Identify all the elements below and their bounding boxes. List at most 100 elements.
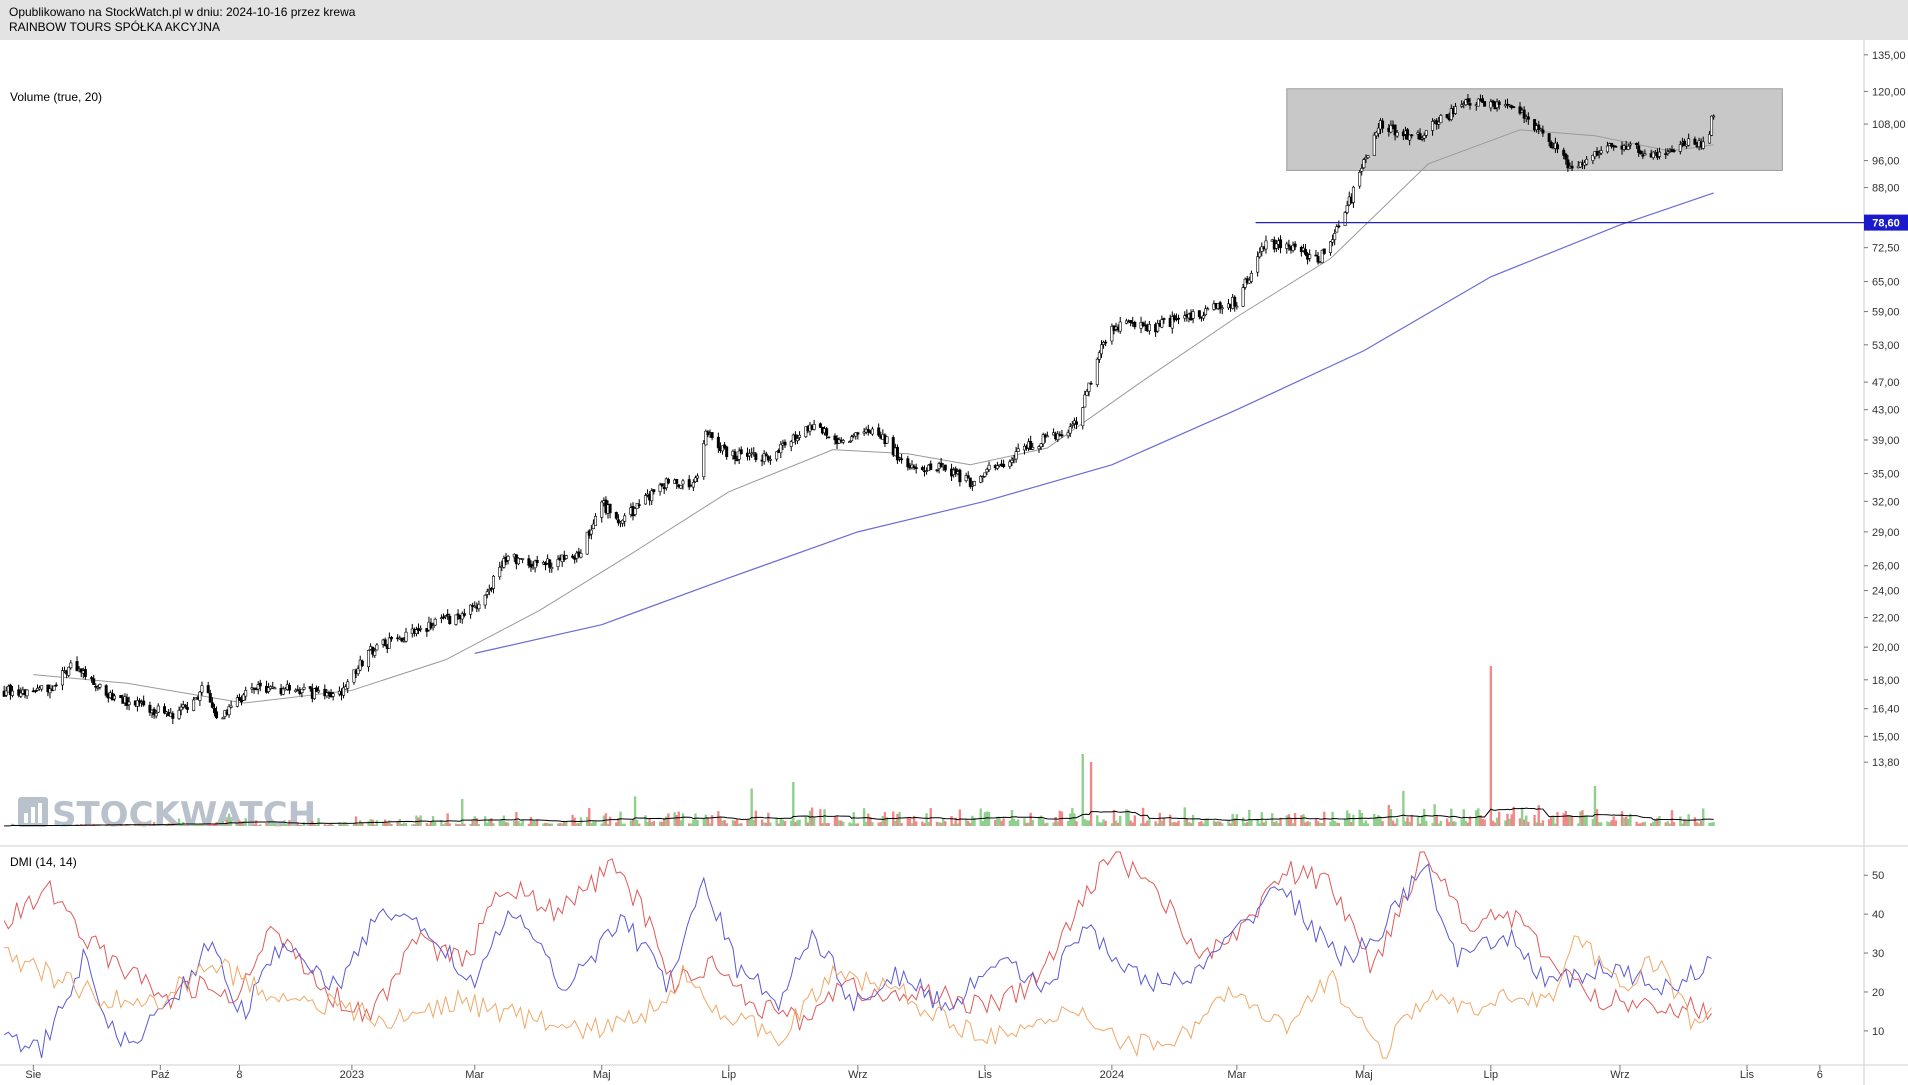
volume-bar [1293, 812, 1297, 826]
candle-body [1002, 463, 1006, 467]
volume-bar [461, 798, 464, 826]
candle-body [46, 684, 50, 693]
candle-body [1133, 322, 1137, 328]
volume-bar [1039, 815, 1043, 826]
volume-bar [939, 822, 943, 826]
volume-bar [565, 821, 568, 826]
volume-bar [1591, 819, 1595, 826]
volume-bar [1504, 820, 1507, 826]
candle-body [1039, 443, 1043, 448]
volume-bar [1533, 814, 1536, 826]
volume-bar [1597, 822, 1601, 826]
volume-bar [798, 819, 801, 826]
volume-bar [400, 824, 404, 826]
volume-bar [469, 824, 472, 826]
volume-bar [98, 825, 102, 826]
candle-body [1358, 172, 1362, 187]
volume-bar [1010, 810, 1014, 826]
candle-body [1466, 98, 1470, 103]
volume-bar [690, 823, 693, 826]
candle-body [1087, 382, 1091, 392]
volume-bar [1200, 821, 1203, 826]
volume-bar [1375, 817, 1378, 826]
volume-bar [725, 823, 728, 826]
candle-body [1008, 461, 1012, 467]
volume-bar [952, 823, 955, 826]
volume-bar [1144, 823, 1147, 826]
candle-body [693, 477, 697, 483]
volume-bar [560, 823, 564, 826]
volume-bar [1008, 820, 1012, 826]
volume-bar [194, 823, 197, 826]
volume-bar [1656, 817, 1659, 826]
volume-bar [1139, 823, 1143, 826]
volume-bar [973, 817, 976, 826]
candle-body [1424, 130, 1428, 136]
volume-bar [1664, 822, 1667, 826]
volume-bar [717, 811, 720, 826]
volume-bar [388, 820, 391, 826]
dmi-tick-label: 50 [1872, 870, 1884, 882]
candle-body [1308, 254, 1312, 259]
volume-bar [740, 823, 743, 826]
volume-bar [869, 816, 872, 826]
candle-body [1393, 124, 1397, 136]
candle-body [702, 443, 706, 478]
candle-body [1202, 315, 1206, 319]
volume-bar [827, 823, 830, 826]
volume-bar [1672, 822, 1676, 826]
volume-bar [1681, 823, 1684, 826]
horizontal-line-78-60[interactable]: 78,60 [1255, 214, 1908, 231]
volume-bar [152, 821, 156, 826]
volume-bar [136, 825, 139, 826]
volume-bar [1335, 822, 1338, 826]
volume-bar [840, 820, 843, 826]
candle-body [1406, 129, 1410, 140]
volume-bar [994, 819, 997, 826]
volume-bar [1246, 822, 1249, 826]
volume-bar [660, 821, 664, 826]
volume-bar [123, 825, 127, 826]
volume-bar [1271, 813, 1274, 826]
candle-body [487, 589, 491, 591]
candle-body [1420, 138, 1424, 140]
volume-bar [1566, 814, 1570, 826]
volume-bar [954, 817, 957, 826]
candle-body [17, 689, 21, 696]
y-tick-label: 32,00 [1872, 496, 1900, 508]
candle-body [454, 614, 458, 625]
dmi-panel-title: DMI (14, 14) [10, 855, 77, 869]
candle-body [212, 708, 216, 714]
candle-body [1233, 296, 1237, 307]
candle-body [1095, 358, 1099, 386]
volume-bar [1552, 816, 1555, 826]
candle-body [1083, 394, 1087, 408]
volume-bar [456, 824, 460, 826]
candle-body [1445, 114, 1449, 118]
chart-area[interactable]: STOCKWATCH Volume (true, 20) DMI (14, 14… [0, 40, 1908, 1085]
volume-bar [1125, 809, 1128, 826]
candle-body [352, 669, 356, 683]
candle-body [1314, 254, 1318, 257]
candle-body [571, 555, 575, 558]
candle-body [256, 684, 260, 690]
volume-bar [842, 821, 845, 826]
candle-body [983, 472, 987, 477]
volume-bar [606, 823, 610, 826]
volume-bar [1177, 820, 1180, 826]
volume-bar [615, 822, 618, 826]
volume-bar [1535, 822, 1538, 826]
volume-bar [1643, 821, 1647, 826]
candle-body [1045, 435, 1049, 438]
candle-body [1329, 241, 1333, 253]
volume-bar [531, 820, 535, 826]
candle-body [119, 695, 123, 699]
candle-body [371, 646, 375, 655]
volume-bar [154, 825, 158, 826]
candle-body [373, 650, 377, 656]
volume-bar [1345, 810, 1349, 826]
volume-bar [256, 825, 260, 826]
volume-bar [544, 822, 547, 826]
volume-bar [1614, 820, 1617, 826]
volume-bar [1512, 806, 1515, 826]
